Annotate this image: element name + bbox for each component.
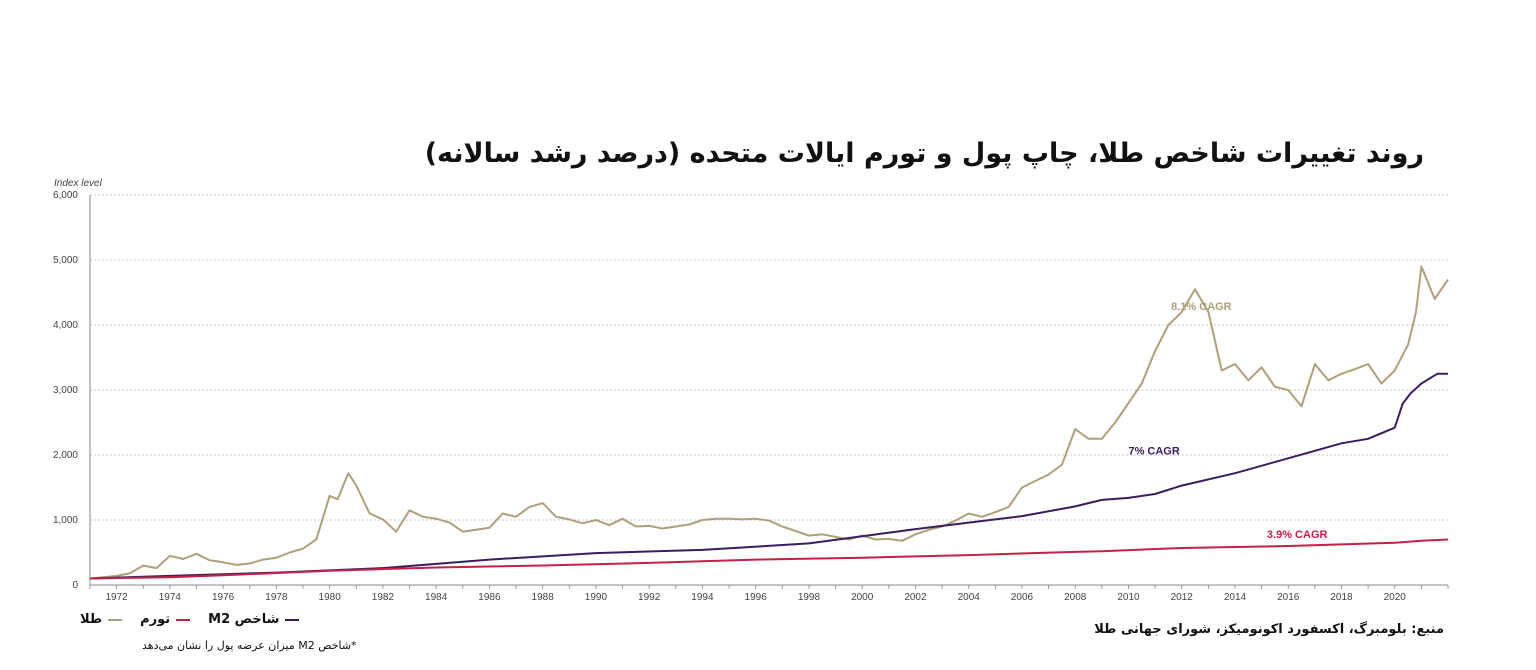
x-tick-label: 1992: [638, 592, 661, 603]
series-lines: [89, 265, 1449, 580]
legend: شاخص M2 تورم طلا: [80, 612, 300, 627]
x-tick-label: 2008: [1064, 592, 1087, 603]
x-tick-label: 1986: [478, 592, 501, 603]
x-tick-label: 1982: [372, 592, 395, 603]
x-tick-label: 2012: [1171, 592, 1194, 603]
y-tick-label: 3,000: [53, 385, 78, 396]
y-tick-label: 6,000: [53, 190, 78, 201]
x-tick-label: 1978: [265, 592, 288, 603]
source-note: منبع: بلومبرگ، اکسفورد اکونومیکز، شورای …: [1094, 622, 1444, 637]
x-tick-label: 2004: [958, 592, 981, 603]
x-tick-label: 1976: [212, 592, 235, 603]
legend-swatch-m2: [285, 618, 300, 621]
series-annotation-1: 7% CAGR: [1128, 445, 1179, 457]
legend-item-m2: شاخص M2: [208, 612, 300, 627]
x-tick-label: 1972: [106, 592, 129, 603]
footnote: *شاخص M2 میزان عرضه پول را نشان می‌دهد: [142, 639, 357, 652]
x-tick-label: 1988: [532, 592, 555, 603]
series-annotations: 8.1% CAGR 7% CAGR 3.9% CAGR: [1128, 301, 1327, 541]
y-tick-label: 2,000: [53, 450, 78, 461]
y-tick-label: 4,000: [53, 320, 78, 331]
x-tick-label: 2018: [1330, 592, 1353, 603]
x-tick-label: 2014: [1224, 592, 1247, 603]
legend-swatch-inflation: [176, 618, 191, 621]
legend-label-m2: شاخص M2: [208, 612, 280, 627]
y-tick-label: 5,000: [53, 255, 78, 266]
x-tick-label: 2010: [1117, 592, 1140, 603]
legend-item-inflation: تورم: [140, 612, 191, 627]
x-tick-label: 2020: [1384, 592, 1407, 603]
y-tick-label: 0: [72, 580, 78, 591]
legend-item-gold: طلا: [80, 612, 123, 627]
x-tick-label: 2002: [904, 592, 927, 603]
x-tick-label: 2016: [1277, 592, 1300, 603]
chart-title: روند تغییرات شاخص طلا، چاپ پول و تورم ای…: [424, 138, 1425, 169]
x-tick-label: 1996: [745, 592, 768, 603]
x-tick-label: 1980: [319, 592, 342, 603]
x-tick-label: 2006: [1011, 592, 1034, 603]
y-tick-label: 1,000: [53, 515, 78, 526]
series-line-2: [89, 538, 1449, 580]
y-axis-title: Index level: [54, 178, 103, 189]
x-tick-label: 1974: [159, 592, 182, 603]
series-line-0: [89, 265, 1449, 580]
legend-label-inflation: تورم: [140, 612, 171, 627]
x-tick-label: 2000: [851, 592, 874, 603]
legend-label-gold: طلا: [80, 612, 103, 627]
x-tick-label: 1984: [425, 592, 448, 603]
x-tick-label: 1994: [691, 592, 714, 603]
series-annotation-2: 3.9% CAGR: [1267, 529, 1328, 541]
series-line-1: [89, 372, 1448, 580]
legend-swatch-gold: [108, 618, 123, 621]
x-tick-label: 1998: [798, 592, 821, 603]
x-axis: 1972 1974 1976 1978 1980 1982 1984 1986 1988 1990…: [89, 584, 1449, 603]
series-annotation-0: 8.1% CAGR: [1171, 301, 1232, 313]
x-tick-label: 1990: [585, 592, 608, 603]
